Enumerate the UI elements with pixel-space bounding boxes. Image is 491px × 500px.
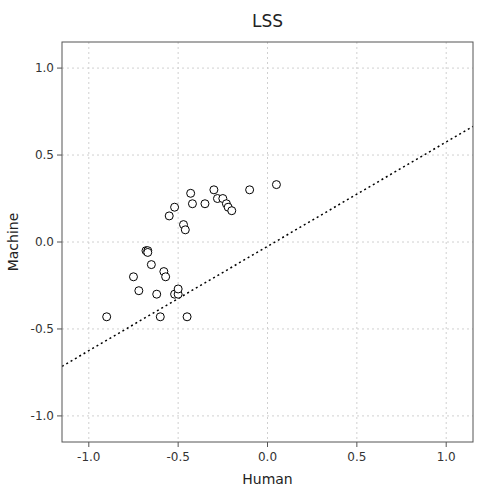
scatter-point xyxy=(153,290,161,298)
tick-y xyxy=(57,68,62,69)
scatter-point xyxy=(162,273,170,281)
tick-y xyxy=(57,328,62,329)
tick-label-x: -1.0 xyxy=(77,450,100,464)
grid-line-y xyxy=(62,242,473,243)
tick-x xyxy=(267,442,268,447)
grid-line-y xyxy=(62,155,473,156)
scatter-point xyxy=(165,212,173,220)
grid-line-y xyxy=(62,415,473,416)
x-axis-label: Human xyxy=(242,471,293,487)
scatter-point xyxy=(129,273,137,281)
grid-line-y xyxy=(62,328,473,329)
scatter-point xyxy=(201,200,209,208)
grid xyxy=(62,42,473,442)
plot-background xyxy=(62,42,473,442)
scatter-point xyxy=(171,203,179,211)
grid-line-y xyxy=(62,68,473,69)
tick-x xyxy=(178,442,179,447)
axes: -1.0 -0.5 0.0 0.5 1.0 -1.0 -0.5 0.0 0.5 1.0 xyxy=(31,61,456,464)
chart-title: LSS xyxy=(252,11,283,31)
tick-label-x: -0.5 xyxy=(166,450,189,464)
tick-label-y: 1.0 xyxy=(35,61,54,75)
chart-container: -1.0 -0.5 0.0 0.5 1.0 -1.0 -0.5 0.0 0.5 1.0 LSS Hum… xyxy=(0,0,491,500)
scatter-point xyxy=(144,248,152,256)
scatter-point xyxy=(272,181,280,189)
tick-y xyxy=(57,155,62,156)
tick-label-y: -0.5 xyxy=(31,322,54,336)
chart-svg: -1.0 -0.5 0.0 0.5 1.0 -1.0 -0.5 0.0 0.5 1.0 LSS Hum… xyxy=(0,0,491,500)
tick-x xyxy=(446,442,447,447)
tick-label-x: 1.0 xyxy=(437,450,456,464)
scatter-point xyxy=(135,287,143,295)
scatter-point xyxy=(228,207,236,215)
scatter-point xyxy=(147,261,155,269)
tick-label-y: -1.0 xyxy=(31,409,54,423)
scatter-point xyxy=(103,313,111,321)
grid-line-x xyxy=(446,42,447,442)
scatter-point xyxy=(210,186,218,194)
scatter-point xyxy=(187,189,195,197)
scatter-point xyxy=(181,226,189,234)
scatter-point xyxy=(174,285,182,293)
scatter-point xyxy=(188,200,196,208)
scatter-point xyxy=(246,186,254,194)
tick-y xyxy=(57,242,62,243)
tick-x xyxy=(88,442,89,447)
tick-label-y: 0.5 xyxy=(35,148,54,162)
plot-frame xyxy=(62,42,473,442)
y-axis-label: Machine xyxy=(5,213,21,272)
tick-y xyxy=(57,415,62,416)
tick-label-x: 0.0 xyxy=(258,450,277,464)
scatter-point xyxy=(183,313,191,321)
tick-label-x: 0.5 xyxy=(347,450,366,464)
tick-label-y: 0.0 xyxy=(35,235,54,249)
data-layer xyxy=(62,126,473,366)
regression-line xyxy=(62,126,473,366)
scatter-point xyxy=(156,313,164,321)
tick-x xyxy=(356,442,357,447)
